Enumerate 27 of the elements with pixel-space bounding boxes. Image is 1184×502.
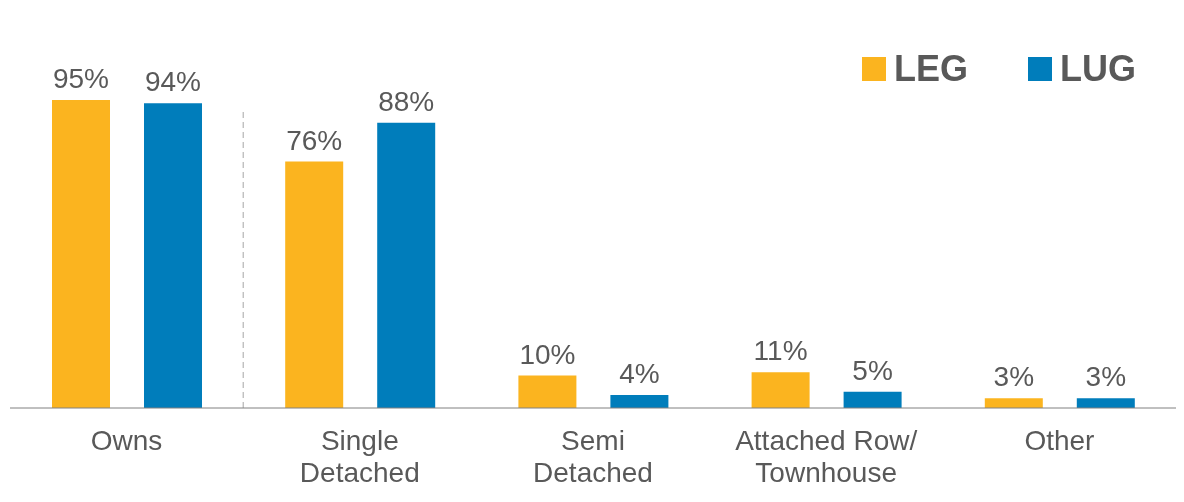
bar [52,100,110,408]
x-tick-label: Semi Detached [533,424,653,488]
data-label: 3% [1085,361,1127,393]
legend-label: LEG [893,48,968,90]
bar [285,161,344,408]
bar [1076,398,1135,408]
data-label: 3% [993,361,1035,393]
data-label: 94% [144,66,202,98]
bar [751,372,810,408]
bar [377,122,436,408]
data-label: 5% [852,354,893,386]
data-label: 95% [52,63,110,94]
data-label: 76% [286,124,343,156]
x-tick-label: Attached Row/ Townhouse [735,424,918,488]
x-tick-label: Other [1024,424,1095,456]
bar [843,391,902,408]
data-label: 88% [378,85,435,117]
bar [610,395,669,408]
data-label: 11% [753,335,808,367]
x-tick-label: Owns [90,424,163,456]
bar [144,103,202,408]
legend-label: LUG [1060,48,1136,90]
data-label: 4% [619,358,660,390]
bar [984,398,1043,408]
bar [518,375,577,408]
x-tick-label: Single Detached [299,424,420,488]
data-label: 10% [519,338,576,370]
